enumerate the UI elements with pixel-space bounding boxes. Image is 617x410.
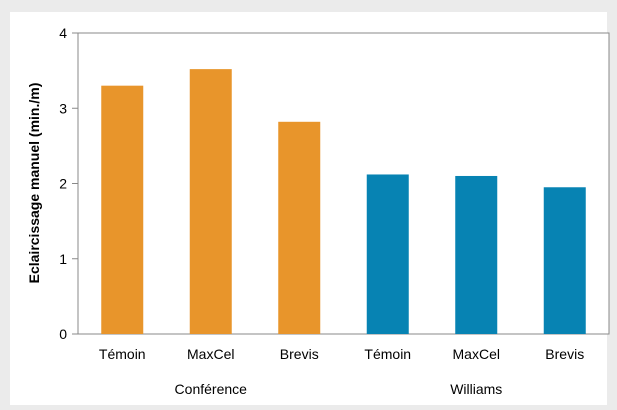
bar xyxy=(366,174,409,334)
x-tick-label: Témoin xyxy=(364,346,411,362)
x-tick-label: MaxCel xyxy=(187,346,234,362)
x-tick-label: MaxCel xyxy=(453,346,500,362)
bar xyxy=(455,175,498,334)
y-tick-label: 0 xyxy=(59,326,67,342)
y-tick-label: 3 xyxy=(59,100,67,116)
group-label: Conférence xyxy=(175,381,248,397)
group-labels: Conférence Williams xyxy=(175,381,503,397)
bar xyxy=(278,121,321,334)
bar xyxy=(189,69,232,335)
bar xyxy=(101,85,144,334)
x-tick-label: Brevis xyxy=(545,346,584,362)
x-axis-labels: Témoin MaxCel Brevis Témoin MaxCel Brevis xyxy=(99,346,584,362)
plot-area xyxy=(77,32,610,335)
y-axis: 0 1 2 3 4 xyxy=(59,25,78,342)
bar xyxy=(543,187,586,334)
y-tick-label: 4 xyxy=(59,25,67,41)
bars xyxy=(101,69,586,335)
x-tick-label: Témoin xyxy=(99,346,146,362)
x-tick-label: Brevis xyxy=(280,346,319,362)
group-label: Williams xyxy=(450,381,502,397)
y-tick-label: 2 xyxy=(59,176,67,192)
y-axis-title: Eclaircissage manuel (min./m) xyxy=(26,83,42,284)
y-tick-label: 1 xyxy=(59,251,67,267)
